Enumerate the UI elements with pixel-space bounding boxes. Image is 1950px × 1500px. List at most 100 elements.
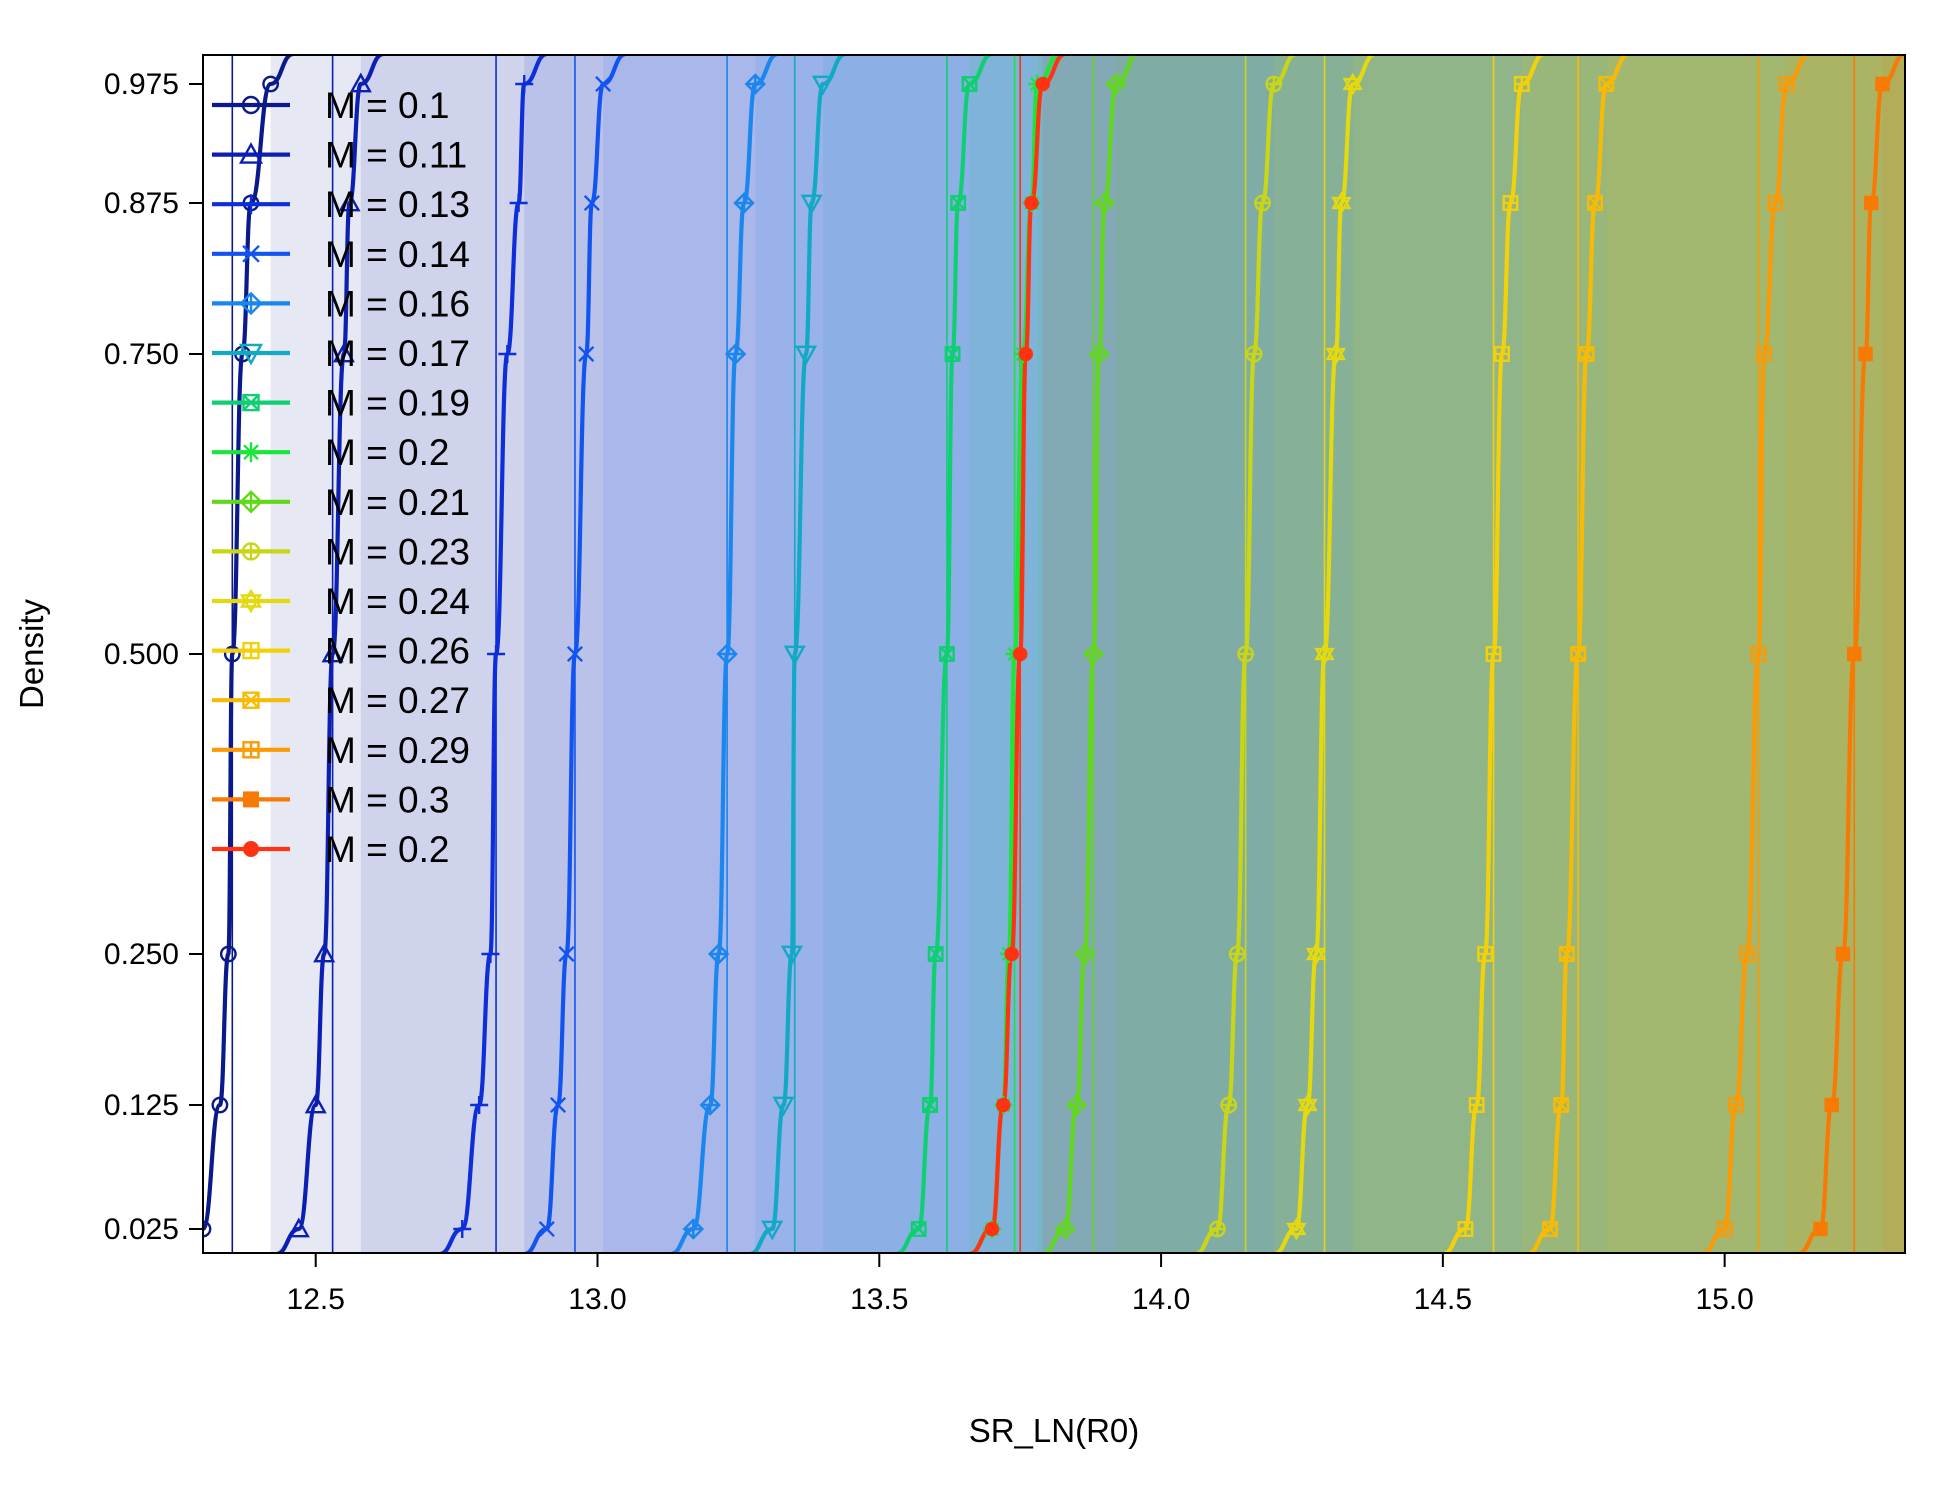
x-tick-label: 14.0: [1132, 1283, 1190, 1316]
data-point: [1286, 1217, 1307, 1241]
data-point: [1824, 1097, 1839, 1113]
data-point: [682, 1218, 705, 1240]
data-point: [487, 645, 506, 663]
data-point: [783, 645, 806, 666]
x-axis-title: SR_LN(R0): [969, 1412, 1140, 1449]
data-point: [1314, 642, 1335, 666]
data-point: [1485, 646, 1502, 662]
data-point: [1570, 646, 1587, 662]
series-line: [749, 55, 847, 1253]
legend-label: M = 0.16: [325, 283, 470, 324]
data-point: [1513, 76, 1530, 92]
data-point: [984, 1221, 1000, 1237]
data-point: [1767, 195, 1784, 211]
legend-entry: M = 0.3: [212, 779, 449, 820]
data-point: [566, 645, 584, 663]
data-point: [219, 945, 237, 963]
legend-entry: M = 0.14: [212, 234, 470, 275]
x-tick-label: 13.5: [850, 1283, 908, 1316]
data-point: [1325, 342, 1346, 366]
shade-band: [1786, 55, 1905, 1253]
data-point: [304, 1093, 327, 1114]
legend-entry: M = 0.1: [212, 85, 449, 126]
legend-entry: M = 0.24: [212, 581, 470, 622]
data-point: [243, 791, 259, 808]
shade-band: [603, 55, 1905, 1253]
data-point: [453, 1220, 472, 1238]
data-point: [583, 194, 600, 212]
data-point: [761, 1220, 784, 1241]
data-point: [1468, 1097, 1485, 1113]
data-point: [1105, 73, 1127, 95]
data-point: [1054, 1218, 1076, 1240]
y-tick-label: 0.500: [104, 638, 179, 671]
legend-label: M = 0.17: [325, 333, 470, 374]
legend-entry: M = 0.2: [212, 432, 449, 473]
data-point: [211, 1096, 229, 1114]
data-point: [733, 192, 755, 214]
legend-entry: M = 0.13: [212, 184, 470, 225]
legend-label: M = 0.26: [325, 631, 470, 672]
legend-entry: M = 0.29: [212, 730, 470, 771]
legend-entry: M = 0.17: [212, 333, 470, 374]
data-point: [1331, 191, 1352, 215]
shade-band: [822, 55, 1905, 1253]
legend-label: M = 0.29: [325, 730, 470, 771]
data-point: [241, 442, 261, 463]
data-point: [780, 945, 803, 966]
x-tick-label: 15.0: [1695, 1283, 1753, 1316]
data-point: [262, 75, 280, 93]
y-tick-label: 0.125: [104, 1089, 179, 1122]
legend-entry: M = 0.19: [212, 383, 470, 424]
data-point: [1012, 646, 1028, 662]
legend-label: M = 0.14: [325, 234, 470, 275]
data-point: [578, 345, 595, 363]
legend-label: M = 0.13: [325, 184, 470, 225]
data-point: [223, 645, 241, 663]
data-point: [313, 942, 336, 963]
legend-entry: M = 0.11: [212, 135, 467, 176]
data-point: [238, 142, 264, 164]
legend-label: M = 0.27: [325, 680, 470, 721]
x-axis: 12.5 13.0 13.5 14.0 14.5 15.0: [287, 1253, 1754, 1316]
data-point: [1756, 346, 1773, 362]
shade-band: [1352, 55, 1905, 1253]
data-point: [1598, 76, 1615, 92]
legend-entry: M = 0.16: [212, 283, 470, 324]
data-point: [550, 1096, 567, 1114]
data-point: [1024, 195, 1039, 211]
data-point: [1778, 76, 1795, 92]
data-point: [241, 542, 261, 561]
data-point: [242, 244, 260, 263]
data-point: [349, 72, 372, 93]
data-point: [1297, 1093, 1318, 1117]
data-point: [744, 73, 767, 95]
legend-entry: M = 0.21: [212, 482, 470, 523]
data-point: [699, 1094, 721, 1116]
data-point: [1750, 646, 1767, 662]
legend-label: M = 0.11: [325, 135, 467, 176]
data-point: [1237, 645, 1255, 663]
legend-entry: M = 0.23: [212, 531, 470, 572]
data-point: [1228, 945, 1246, 963]
data-point: [1716, 1221, 1733, 1237]
data-point: [944, 346, 961, 362]
data-point: [1457, 1221, 1474, 1237]
data-point: [1553, 1097, 1570, 1113]
data-point: [938, 646, 955, 662]
legend-label: M = 0.21: [325, 482, 470, 523]
data-point: [1035, 76, 1050, 92]
data-point: [1018, 346, 1034, 362]
shade-band: [524, 55, 1905, 1253]
data-point: [239, 490, 263, 514]
data-point: [950, 195, 967, 211]
data-point: [287, 1217, 310, 1238]
data-point: [1835, 946, 1851, 962]
data-point: [922, 1097, 938, 1113]
legend-label: M = 0.2: [325, 829, 449, 870]
series-line: [275, 55, 384, 1253]
data-point: [1739, 946, 1756, 962]
data-point: [1209, 1220, 1226, 1238]
data-point: [1727, 1097, 1744, 1113]
